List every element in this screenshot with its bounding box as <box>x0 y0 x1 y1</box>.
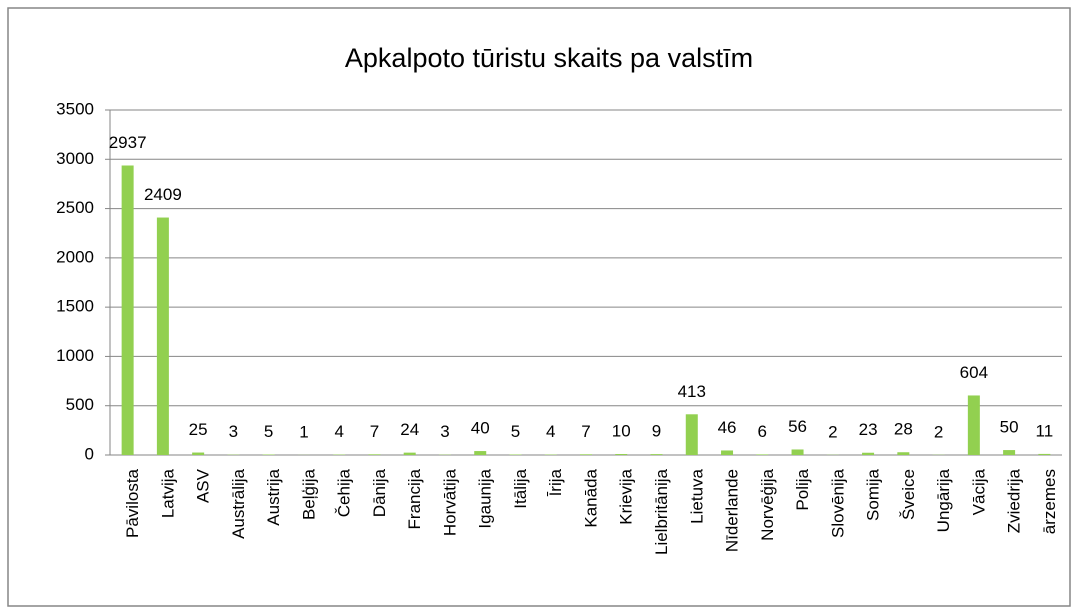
bar <box>192 452 205 455</box>
data-label: 46 <box>718 418 737 437</box>
x-tick-label: Austrija <box>264 468 283 525</box>
bar <box>1038 453 1051 455</box>
y-tick-label: 2500 <box>56 198 94 217</box>
bar <box>967 395 980 455</box>
y-tick-label: 3500 <box>56 99 94 118</box>
x-tick-label: Latvija <box>158 468 177 518</box>
y-tick-label: 1000 <box>56 346 94 365</box>
bar <box>474 451 487 455</box>
data-label: 2409 <box>144 185 182 204</box>
data-label: 7 <box>581 422 590 441</box>
x-tick-label: ASV <box>194 468 213 503</box>
x-tick-label: Austrālija <box>229 468 248 538</box>
x-tick-label: Vācija <box>969 468 988 515</box>
data-label: 2937 <box>109 133 147 152</box>
x-tick-label: Slovēnija <box>828 468 847 538</box>
x-tick-label: ārzemes <box>1040 469 1059 534</box>
data-label: 4 <box>546 422 555 441</box>
x-tick-label: Somija <box>864 468 883 521</box>
data-label: 50 <box>1000 418 1019 437</box>
bar <box>650 454 663 455</box>
y-tick-label: 500 <box>66 395 94 414</box>
x-tick-label: Polija <box>793 468 812 510</box>
data-label: 23 <box>859 420 878 439</box>
bar <box>721 450 734 455</box>
x-tick-label: Beļģija <box>299 468 318 520</box>
x-tick-label: Horvātija <box>440 468 459 536</box>
data-label: 7 <box>370 422 379 441</box>
y-tick-label: 0 <box>85 444 94 463</box>
bar <box>791 449 804 455</box>
x-tick-label: Īrija <box>546 468 565 496</box>
data-label: 4 <box>334 422 343 441</box>
x-tick-label: Igaunija <box>476 468 495 528</box>
x-tick-label: Krievija <box>617 468 636 524</box>
data-label: 1 <box>299 422 308 441</box>
bar <box>756 454 769 455</box>
x-tick-label: Francija <box>405 468 424 529</box>
bar <box>403 452 416 455</box>
x-tick-label: Čehija <box>335 468 354 517</box>
data-label: 9 <box>652 422 661 441</box>
data-label: 604 <box>960 363 988 382</box>
x-tick-label: Šveice <box>899 469 918 520</box>
x-tick-label: Dānija <box>370 468 389 517</box>
x-tick-label: Norvēģija <box>758 468 777 540</box>
data-label: 6 <box>758 422 767 441</box>
data-label: 5 <box>264 422 273 441</box>
y-tick-label: 2000 <box>56 247 94 266</box>
bar <box>156 217 169 455</box>
x-tick-label: Pāvilosta <box>123 468 142 538</box>
x-tick-label: Itālija <box>511 468 530 508</box>
data-label: 5 <box>511 422 520 441</box>
x-tick-label: Lietuva <box>687 468 706 523</box>
data-label: 40 <box>471 419 490 438</box>
bar <box>368 454 381 455</box>
bar <box>1003 450 1016 455</box>
x-tick-label: Lielbritānija <box>652 468 671 555</box>
data-label: 56 <box>788 417 807 436</box>
y-tick-label: 1500 <box>56 297 94 316</box>
bar <box>897 452 910 455</box>
x-tick-label: Ungārija <box>934 468 953 532</box>
x-tick-label: Kanāda <box>581 468 600 527</box>
data-label: 2 <box>828 422 837 441</box>
bar <box>121 165 134 455</box>
bar <box>685 414 698 455</box>
bar <box>615 454 628 455</box>
x-tick-label: Zviedrija <box>1005 468 1024 533</box>
data-label: 413 <box>678 382 706 401</box>
data-label: 10 <box>612 421 631 440</box>
data-label: 3 <box>440 422 449 441</box>
data-label: 25 <box>189 420 208 439</box>
data-label: 28 <box>894 420 913 439</box>
y-tick-label: 3000 <box>56 149 94 168</box>
data-label: 11 <box>1036 421 1054 440</box>
data-label: 2 <box>934 422 943 441</box>
x-tick-label: Nīderlande <box>723 469 742 552</box>
data-label: 3 <box>229 422 238 441</box>
bar <box>580 454 592 455</box>
chart-title: Apkalpoto tūristu skaits pa valstīm <box>345 43 753 73</box>
data-label: 24 <box>400 420 419 439</box>
bar <box>862 452 875 455</box>
